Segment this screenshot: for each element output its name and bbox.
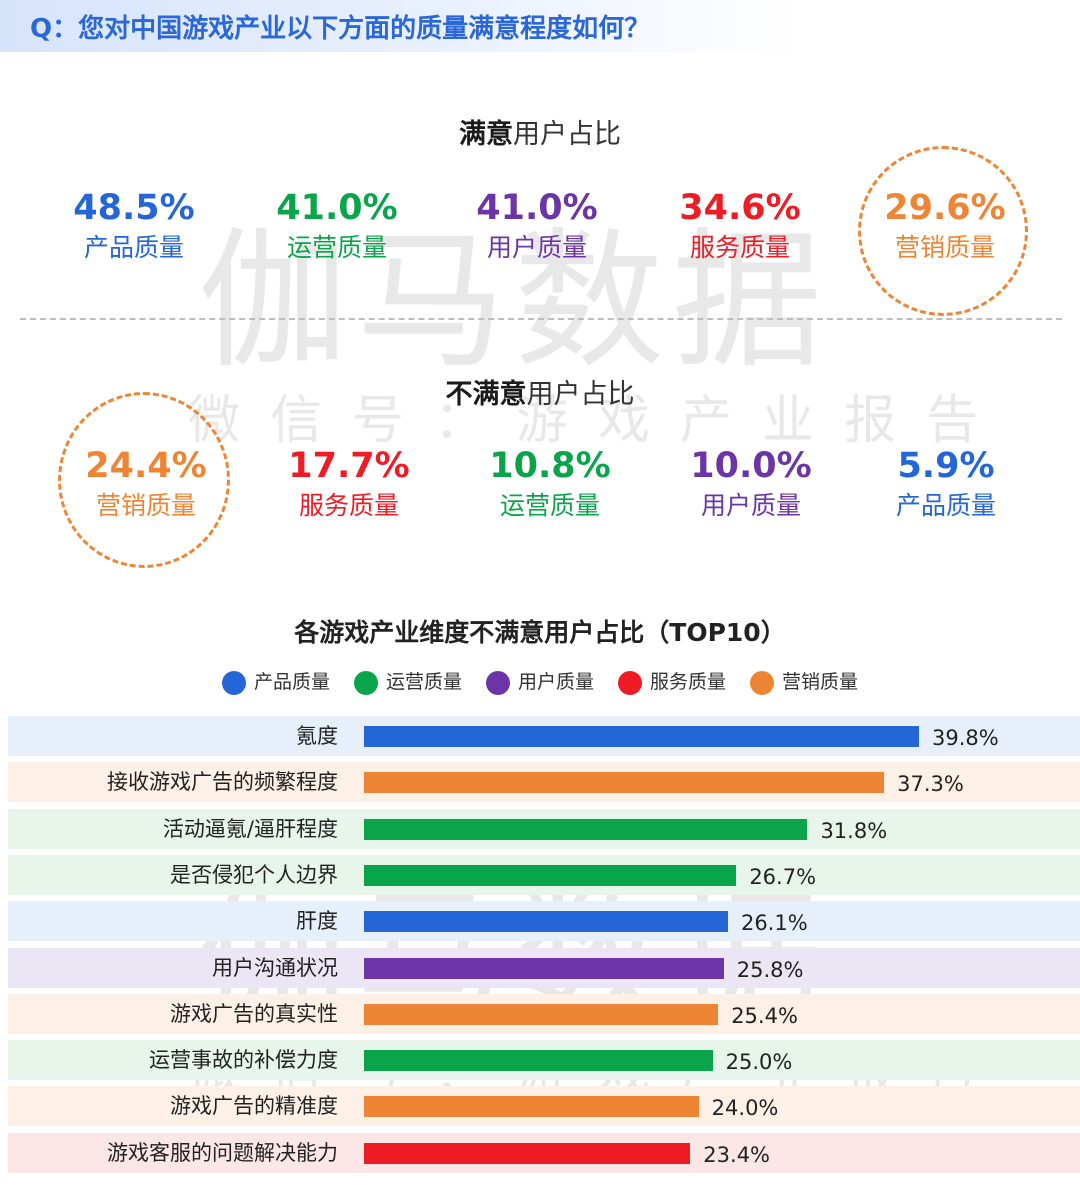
question-text: Q：您对中国游戏产业以下方面的质量满意程度如何？ (30, 14, 651, 44)
satisfied-stat-label: 服务质量 (689, 233, 790, 262)
chart-bar (364, 1050, 713, 1072)
chart-bar (364, 1142, 691, 1164)
legend-dot (750, 670, 775, 695)
highlight-circle-satisfied (858, 146, 1028, 316)
chart-value-label: 26.1% (740, 911, 808, 936)
chart-bar (364, 772, 885, 794)
question-banner (0, 0, 800, 52)
chart-category-label: 游戏广告的精准度 (170, 1094, 338, 1119)
satisfied-stat: 48.5% 产品质量 (34, 187, 234, 265)
chart-category-label: 游戏客服的问题解决能力 (107, 1140, 338, 1165)
dissatisfied-stat: 5.9% 产品质量 (846, 445, 1046, 523)
chart-bar (364, 818, 808, 840)
satisfied-stat: 29.6% 营销质量 (845, 187, 1045, 265)
satisfied-stat-value: 48.5% (73, 188, 195, 228)
chart-value-label: 37.3% (897, 772, 964, 797)
satisfied-stat-label: 运营质量 (286, 233, 387, 262)
legend-item: 营销质量 (750, 667, 858, 695)
chart-bar (364, 957, 724, 979)
legend-label: 服务质量 (650, 671, 727, 693)
dissatisfied-title: 不满意用户占比 (0, 372, 1080, 411)
chart-value-label: 25.0% (725, 1050, 793, 1075)
legend-item: 用户质量 (485, 667, 594, 695)
legend-dot (485, 670, 510, 695)
dissatisfied-stat-value: 10.0% (690, 446, 812, 486)
satisfied-stat-value: 29.6% (884, 188, 1006, 228)
chart-bar (364, 911, 728, 933)
satisfied-title: 满意用户占比 (0, 112, 1080, 151)
satisfied-title-bold: 满意 (459, 119, 513, 150)
chart-value-label: 24.0% (711, 1096, 779, 1121)
dissatisfied-stat-value: 24.4% (85, 446, 207, 486)
chart-category-label: 是否侵犯个人边界 (170, 862, 338, 887)
chart-value-label: 26.7% (749, 864, 817, 889)
legend-label: 用户质量 (517, 671, 594, 693)
highlight-circle-dissatisfied (58, 392, 230, 568)
chart-value-label: 25.8% (736, 957, 804, 982)
chart-category-label: 用户沟通状况 (212, 955, 338, 980)
satisfied-stat-label: 营销质量 (894, 233, 995, 262)
legend-label: 运营质量 (385, 671, 462, 693)
dissatisfied-stat-label: 运营质量 (499, 491, 600, 520)
chart-bar (364, 1096, 699, 1118)
chart-value-label: 31.8% (820, 818, 888, 843)
satisfied-stat-value: 41.0% (276, 188, 398, 228)
legend-label: 产品质量 (253, 671, 330, 693)
chart-category-label: 活动逼氪/逼肝程度 (162, 816, 338, 841)
chart-bar (364, 864, 737, 886)
satisfied-stat: 34.6% 服务质量 (640, 187, 840, 265)
dissatisfied-stat-value: 10.8% (489, 446, 611, 486)
satisfied-title-rest: 用户占比 (513, 119, 621, 150)
satisfied-stat: 41.0% 用户质量 (437, 187, 637, 265)
chart-bar (364, 726, 919, 747)
chart-value-label: 23.4% (703, 1142, 771, 1167)
dissatisfied-stat-label: 用户质量 (700, 491, 801, 520)
chart-title: 各游戏产业维度不满意用户占比（TOP10） (294, 618, 786, 647)
satisfied-stat-label: 产品质量 (83, 233, 184, 262)
chart-category-label: 运营事故的补偿力度 (149, 1048, 338, 1073)
legend-dot (353, 670, 378, 695)
legend-label: 营销质量 (782, 671, 859, 693)
legend-item: 运营质量 (353, 667, 462, 695)
dissatisfied-stat: 10.0% 用户质量 (651, 445, 851, 523)
satisfied-stat-value: 41.0% (476, 188, 598, 228)
legend-dot (221, 670, 246, 695)
satisfied-stat-value: 34.6% (679, 188, 801, 228)
chart-category-label: 游戏广告的真实性 (170, 1001, 338, 1026)
dissatisfied-stat-label: 服务质量 (298, 491, 399, 520)
legend-item: 产品质量 (221, 667, 330, 695)
dissatisfied-stat-value: 5.9% (897, 446, 995, 486)
section-divider (20, 318, 1062, 320)
dissatisfied-stat-label: 产品质量 (895, 491, 996, 520)
chart-category-label: 肝度 (296, 909, 338, 934)
dissatisfied-title-rest: 用户占比 (526, 379, 635, 410)
dissatisfied-title-bold: 不满意 (445, 379, 527, 410)
chart-bar (364, 1003, 719, 1025)
chart-value-label: 25.4% (731, 1003, 798, 1028)
dissatisfied-stat-label: 营销质量 (95, 491, 196, 520)
chart-legend: 产品质量 运营质量 用户质量 服务质量 营销质量 (0, 667, 1080, 695)
legend-item: 服务质量 (618, 667, 726, 695)
dissatisfied-stat-value: 17.7% (288, 446, 410, 486)
dissatisfied-stat: 10.8% 运营质量 (450, 445, 650, 523)
dissatisfied-stat: 17.7% 服务质量 (249, 445, 449, 523)
dissatisfied-stat: 24.4% 营销质量 (46, 445, 246, 523)
satisfied-stat-label: 用户质量 (486, 233, 587, 262)
satisfied-stat: 41.0% 运营质量 (237, 187, 437, 265)
legend-dot (618, 670, 642, 695)
chart-category-label: 氪度 (296, 724, 338, 748)
chart-category-label: 接收游戏广告的频繁程度 (107, 770, 338, 795)
chart-value-label: 39.8% (932, 726, 999, 750)
